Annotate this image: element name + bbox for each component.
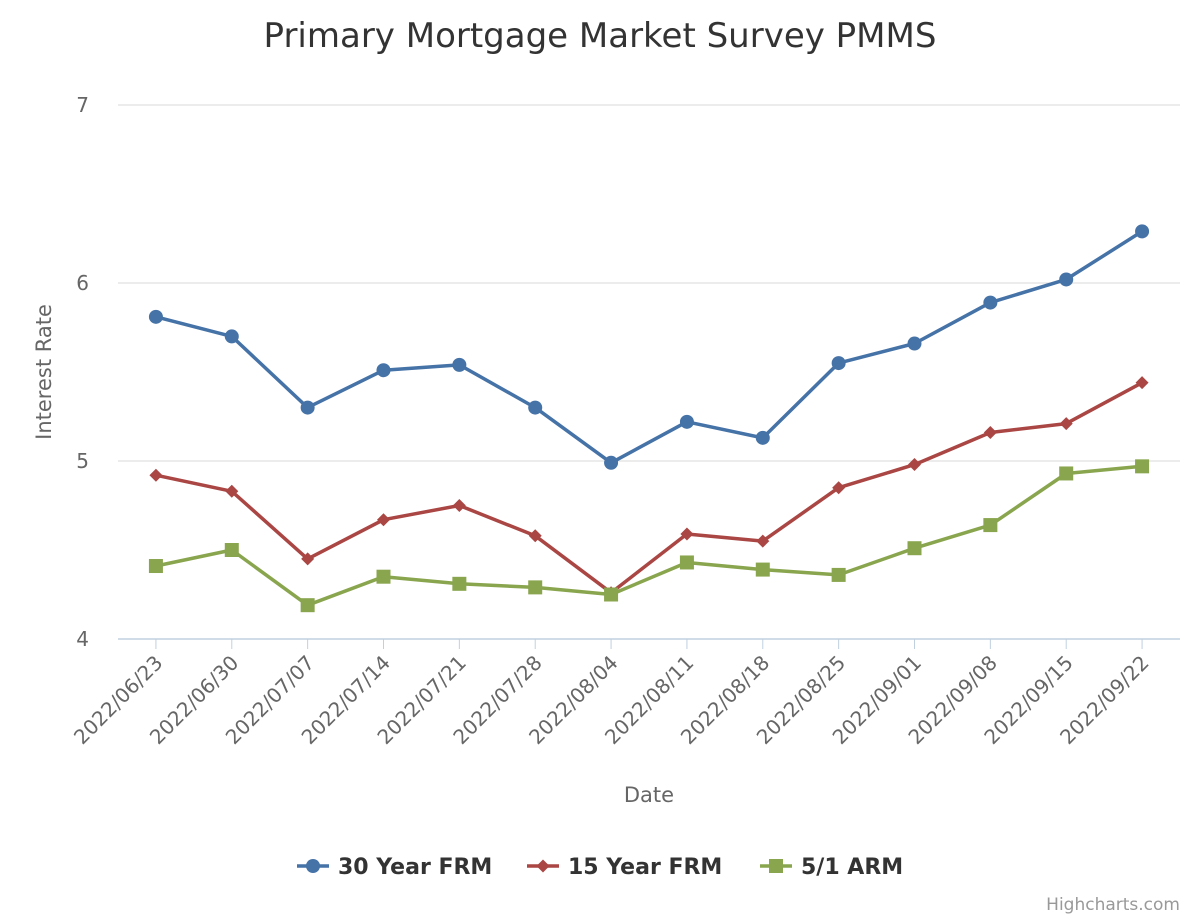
- legend-item[interactable]: 30 Year FRM: [297, 855, 492, 880]
- series-1: [148, 224, 1150, 470]
- data-point[interactable]: [148, 309, 163, 324]
- data-point[interactable]: [149, 468, 163, 482]
- data-point[interactable]: [452, 576, 467, 591]
- legend-symbol: [536, 859, 550, 873]
- data-point[interactable]: [528, 580, 543, 595]
- data-point[interactable]: [983, 518, 998, 533]
- data-point[interactable]: [224, 543, 239, 557]
- legend: 30 Year FRM 15 Year FRM 5/1 ARM: [297, 855, 903, 880]
- series-3: [148, 459, 1150, 613]
- series-group: [148, 224, 1150, 613]
- data-point[interactable]: [224, 329, 239, 344]
- data-point[interactable]: [148, 559, 163, 574]
- data-point[interactable]: [1059, 417, 1073, 431]
- legend-label: 30 Year FRM: [338, 855, 492, 880]
- gridlines: [118, 104, 1180, 640]
- series-line[interactable]: [154, 229, 1144, 465]
- chart-title: Primary Mortgage Market Survey PMMS: [264, 16, 937, 56]
- series-2: [149, 376, 1149, 600]
- data-point[interactable]: [755, 430, 770, 445]
- legend-symbol: [769, 859, 783, 873]
- y-tick-label: 5: [76, 449, 89, 473]
- credits[interactable]: Highcharts.com: [1046, 895, 1180, 915]
- data-point[interactable]: [452, 357, 467, 372]
- y-axis-ticks: 4 5 6 7: [76, 93, 89, 651]
- data-point[interactable]: [679, 555, 694, 570]
- data-point[interactable]: [831, 567, 846, 582]
- y-tick-label: 4: [76, 627, 89, 651]
- data-point[interactable]: [1135, 376, 1149, 390]
- x-axis-ticks: 2022/06/232022/06/302022/07/072022/07/14…: [69, 639, 1154, 749]
- legend-item[interactable]: 5/1 ARM: [760, 855, 903, 880]
- data-point[interactable]: [376, 569, 391, 584]
- y-axis-title: Interest Rate: [32, 304, 56, 440]
- data-point[interactable]: [376, 363, 391, 378]
- legend-label: 5/1 ARM: [801, 855, 903, 880]
- series-line[interactable]: [154, 380, 1144, 595]
- data-point[interactable]: [755, 562, 770, 577]
- data-point[interactable]: [983, 426, 997, 440]
- data-point[interactable]: [831, 356, 846, 371]
- data-point[interactable]: [1135, 224, 1150, 239]
- data-point[interactable]: [679, 414, 694, 429]
- data-point[interactable]: [528, 400, 543, 415]
- legend-label: 15 Year FRM: [568, 855, 722, 880]
- data-point[interactable]: [528, 529, 542, 543]
- data-point[interactable]: [452, 499, 466, 512]
- data-point[interactable]: [1059, 466, 1074, 481]
- data-point[interactable]: [907, 336, 922, 351]
- y-tick-label: 6: [76, 271, 89, 295]
- data-point[interactable]: [680, 527, 694, 541]
- data-point[interactable]: [1059, 272, 1074, 287]
- data-point[interactable]: [225, 484, 239, 498]
- data-point[interactable]: [301, 552, 315, 566]
- series-line[interactable]: [154, 464, 1144, 607]
- legend-symbol: [306, 859, 320, 873]
- x-axis-title: Date: [624, 783, 674, 807]
- data-point[interactable]: [832, 481, 846, 495]
- data-point[interactable]: [756, 534, 770, 548]
- y-tick-label: 7: [76, 93, 89, 117]
- data-point[interactable]: [604, 587, 619, 602]
- data-point[interactable]: [300, 400, 315, 415]
- data-point[interactable]: [377, 513, 390, 527]
- data-point[interactable]: [604, 455, 619, 470]
- data-point[interactable]: [907, 541, 922, 556]
- data-point[interactable]: [300, 598, 315, 613]
- legend-item[interactable]: 15 Year FRM: [527, 855, 722, 880]
- data-point[interactable]: [983, 295, 998, 310]
- data-point[interactable]: [1135, 459, 1150, 474]
- data-point[interactable]: [908, 458, 921, 472]
